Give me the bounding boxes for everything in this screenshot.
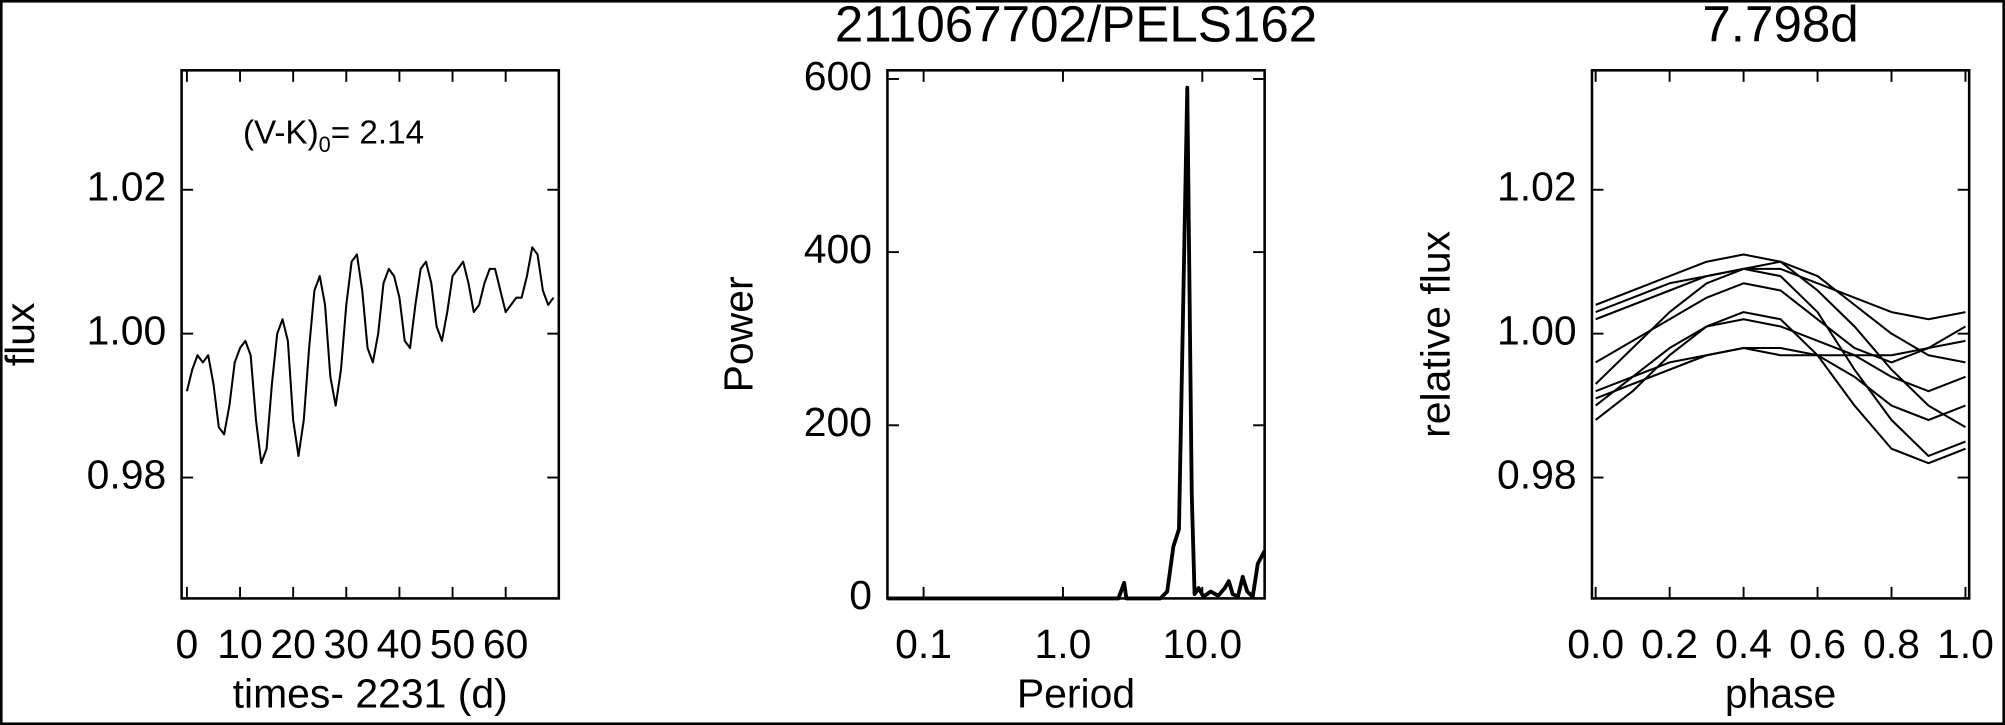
- data-line: [185, 246, 555, 465]
- x-tick-label: 10: [217, 621, 263, 667]
- x-tick-label: 10.0: [1162, 621, 1242, 667]
- x-tick-label: 30: [324, 621, 370, 667]
- x-tick-label: 50: [430, 621, 476, 667]
- data-line: [1595, 339, 1966, 393]
- x-tick-label: 0.6: [1789, 621, 1846, 667]
- x-tick-label: 40: [377, 621, 423, 667]
- y-tick-label: 0.98: [1497, 451, 1577, 497]
- x-tick-label: 1.0: [1937, 621, 1994, 667]
- x-tick-label: 60: [483, 621, 529, 667]
- x-tick-label: 0.8: [1863, 621, 1920, 667]
- data-line: [1595, 267, 1966, 321]
- y-tick-label: 1.02: [87, 164, 167, 210]
- y-tick-label: 400: [804, 226, 872, 272]
- x-tick-label: 0.2: [1641, 621, 1698, 667]
- data-line: [1595, 282, 1966, 364]
- x-tick-label: 20: [270, 621, 316, 667]
- annotation-text: (V-K): [243, 114, 319, 151]
- data-line: [1595, 347, 1966, 422]
- y-tick-label: 1.00: [87, 307, 167, 353]
- x-tick-label: 0.0: [1567, 621, 1624, 667]
- data-line: [1594, 267, 1966, 457]
- annotation-subscript: 0: [319, 132, 331, 157]
- data-line: [1595, 260, 1966, 364]
- data-line: [887, 85, 1267, 601]
- x-tick-label: 0.1: [895, 621, 952, 667]
- x-tick-label: 0: [176, 621, 199, 667]
- y-tick-label: 1.02: [1497, 164, 1577, 210]
- plot-frame: [886, 69, 1266, 600]
- y-tick-label: 1.00: [1497, 307, 1577, 353]
- annotation: (V-K)0= 2.14: [243, 114, 424, 156]
- x-axis-label: times- 2231 (d): [233, 671, 508, 717]
- plot-frame: [1590, 69, 1971, 600]
- x-axis-label: Period: [1017, 671, 1135, 717]
- x-tick-label: 0.4: [1715, 621, 1772, 667]
- y-tick-label: 200: [804, 399, 872, 445]
- y-axis-label: flux: [0, 302, 43, 366]
- y-tick-label: 0: [849, 572, 872, 618]
- chart-title: 7.798d: [1702, 0, 1858, 53]
- data-line: [1595, 318, 1966, 407]
- y-axis-label: relative flux: [1412, 230, 1458, 437]
- y-tick-label: 0.98: [87, 451, 167, 497]
- y-tick-label: 600: [804, 53, 872, 99]
- annotation-rest: = 2.14: [331, 114, 424, 151]
- x-axis-label: phase: [1725, 671, 1836, 717]
- data-line: [1595, 253, 1966, 429]
- chart-title: 211067702/PELS162: [835, 0, 1317, 53]
- x-tick-label: 1.0: [1035, 621, 1092, 667]
- y-axis-label: Power: [715, 276, 761, 392]
